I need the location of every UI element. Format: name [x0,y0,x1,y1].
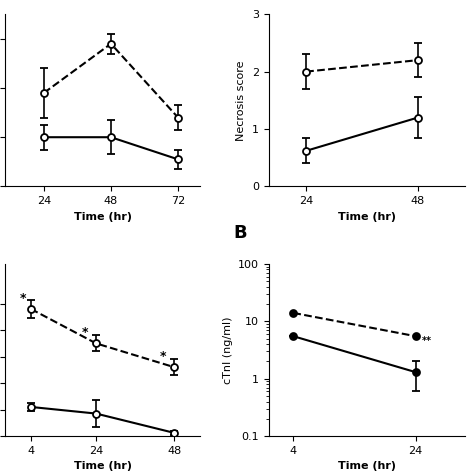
Text: **: ** [422,336,432,346]
Text: *: * [160,350,166,363]
Text: *: * [19,292,26,305]
Text: B: B [234,224,247,242]
Text: *: * [82,327,88,339]
Y-axis label: Necrosis score: Necrosis score [237,60,246,141]
X-axis label: Time (hr): Time (hr) [337,212,396,222]
X-axis label: Time (hr): Time (hr) [337,461,396,471]
X-axis label: Time (hr): Time (hr) [73,461,132,471]
Y-axis label: cTnI (ng/ml): cTnI (ng/ml) [223,316,233,384]
X-axis label: Time (hr): Time (hr) [73,212,132,222]
